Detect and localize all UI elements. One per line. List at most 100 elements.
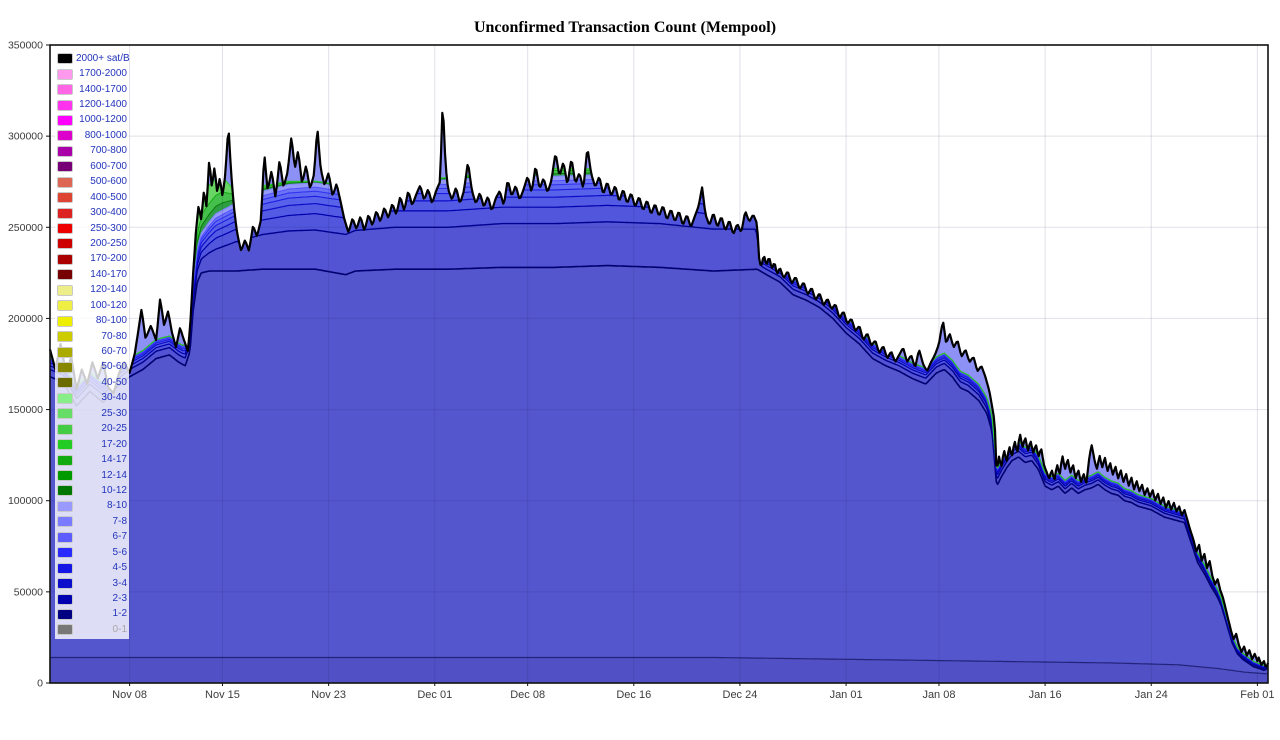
legend-item-label: 500-600 [90, 176, 127, 188]
legend-color-swatch [57, 269, 73, 281]
legend-item-10-12: 10-12 [57, 483, 127, 498]
legend-color-swatch [57, 84, 73, 96]
legend-color-swatch [57, 346, 73, 358]
legend-item-label: 7-8 [112, 515, 127, 527]
legend-item-0-1: 0-1 [57, 622, 127, 637]
legend-color-swatch [57, 114, 73, 126]
legend-color-swatch [57, 192, 73, 204]
legend-color-swatch [57, 423, 73, 435]
legend-item-140-170: 140-170 [57, 267, 127, 282]
x-axis-tick-label: Nov 08 [112, 689, 147, 701]
legend-item-50-60: 50-60 [57, 360, 127, 375]
legend-item-1000-1200: 1000-1200 [57, 113, 127, 128]
legend-item-label: 6-7 [112, 531, 127, 543]
legend-item-1-2: 1-2 [57, 607, 127, 622]
legend-item-600-700: 600-700 [57, 159, 127, 174]
legend-color-swatch [57, 562, 73, 574]
legend-color-swatch [57, 315, 73, 327]
legend-item-label: 0-1 [112, 623, 127, 635]
legend-color-swatch [57, 439, 73, 451]
area-band-1-2-sat-b [50, 265, 1268, 674]
x-axis-tick-label: Jan 24 [1135, 689, 1168, 701]
legend-item-250-300: 250-300 [57, 221, 127, 236]
legend-item-label: 17-20 [101, 438, 127, 450]
legend-color-swatch [57, 253, 73, 265]
x-axis-tick-label: Dec 16 [616, 689, 651, 701]
x-axis-tick-label: Nov 23 [311, 689, 346, 701]
y-axis-tick-label: 0 [37, 678, 43, 690]
legend-color-swatch [57, 238, 73, 250]
legend-item-40-50: 40-50 [57, 375, 127, 390]
legend-item-label: 80-100 [95, 315, 127, 327]
legend-item-label: 700-800 [90, 145, 127, 157]
y-axis-tick-label: 50000 [14, 586, 43, 598]
legend-item-label: 40-50 [101, 376, 127, 388]
legend-color-swatch [57, 99, 73, 111]
legend-item-label: 14-17 [101, 454, 127, 466]
total-count-line [48, 111, 1270, 668]
legend-item-label: 5-6 [112, 546, 127, 558]
x-axis-tick-label: Jan 08 [922, 689, 955, 701]
y-axis-tick-label: 350000 [8, 40, 43, 52]
legend-color-swatch [57, 145, 73, 157]
legend-item-label: 10-12 [101, 484, 127, 496]
legend-item-100-120: 100-120 [57, 298, 127, 313]
legend-item-60-70: 60-70 [57, 344, 127, 359]
legend-item-label: 20-25 [101, 423, 127, 435]
plot-frame [49, 44, 1269, 684]
legend-color-swatch [57, 454, 73, 466]
legend-item-300-400: 300-400 [57, 205, 127, 220]
legend-color-swatch [57, 207, 73, 219]
legend-item-700-800: 700-800 [57, 144, 127, 159]
legend-item-label: 170-200 [90, 253, 127, 265]
legend-item-label: 140-170 [90, 268, 127, 280]
legend-item-170-200: 170-200 [57, 252, 127, 267]
legend-item-label: 200-250 [90, 237, 127, 249]
legend-item-2000+-sat-b: 2000+ sat/B [57, 51, 130, 66]
legend-item-400-500: 400-500 [57, 190, 127, 205]
legend-item-80-100: 80-100 [57, 313, 127, 328]
band-boundary-line [50, 656, 1269, 675]
legend-item-label: 100-120 [90, 299, 127, 311]
legend-color-swatch [57, 223, 73, 235]
legend-item-label: 8-10 [106, 500, 127, 512]
legend-color-swatch [57, 53, 73, 65]
legend-item-label: 25-30 [101, 407, 127, 419]
y-axis-tick-label: 100000 [8, 495, 43, 507]
x-axis-tick-label: Dec 01 [417, 689, 452, 701]
legend-color-swatch [57, 608, 73, 620]
legend-item-label: 2-3 [112, 593, 127, 605]
legend-item-800-1000: 800-1000 [57, 128, 127, 143]
area-band-0-1-sat-b [50, 657, 1268, 683]
legend-color-swatch [57, 68, 73, 80]
legend-color-swatch [57, 500, 73, 512]
legend-item-1400-1700: 1400-1700 [57, 82, 127, 97]
legend-item-label: 250-300 [90, 222, 127, 234]
legend-item-label: 400-500 [90, 191, 127, 203]
legend-item-14-17: 14-17 [57, 452, 127, 467]
legend-color-swatch [57, 176, 73, 188]
legend-color-swatch [57, 361, 73, 373]
x-axis-tick-label: Jan 16 [1029, 689, 1062, 701]
legend-item-label: 50-60 [101, 361, 127, 373]
x-axis-tick-label: Dec 08 [510, 689, 545, 701]
legend-item-200-250: 200-250 [57, 236, 127, 251]
legend-item-25-30: 25-30 [57, 406, 127, 421]
legend-color-swatch [57, 578, 73, 590]
legend-item-label: 4-5 [112, 562, 127, 574]
legend-item-500-600: 500-600 [57, 175, 127, 190]
legend-item-5-6: 5-6 [57, 545, 127, 560]
legend-item-7-8: 7-8 [57, 514, 127, 529]
legend-color-swatch [57, 408, 73, 420]
band-boundary-line [49, 264, 1269, 671]
legend-item-label: 2000+ sat/B [76, 52, 130, 64]
legend-item-label: 600-700 [90, 160, 127, 172]
legend-item-70-80: 70-80 [57, 329, 127, 344]
legend-item-label: 1000-1200 [79, 114, 127, 126]
legend-color-swatch [57, 300, 73, 312]
legend-item-120-140: 120-140 [57, 283, 127, 298]
legend-item-8-10: 8-10 [57, 499, 127, 514]
legend-color-swatch [57, 470, 73, 482]
